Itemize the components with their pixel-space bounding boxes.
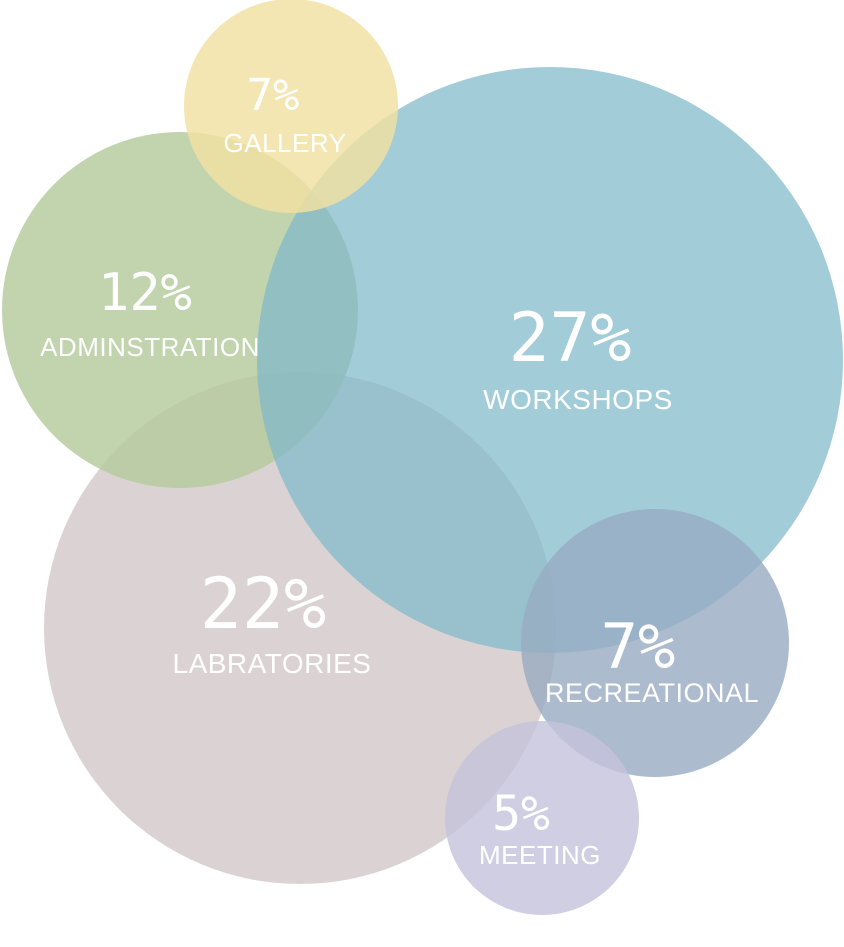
bubble-meeting	[445, 721, 639, 915]
label-workshops: WORKSHOPS	[483, 384, 673, 415]
bubble-workshops	[257, 67, 843, 653]
percent-recreational: 7%	[601, 610, 676, 683]
bubble-recreational	[521, 509, 789, 777]
label-meeting: MEETING	[479, 840, 601, 870]
bubble-group-recreational	[521, 509, 789, 777]
percent-labratories: 22%	[200, 563, 326, 645]
label-labratories: LABRATORIES	[173, 648, 372, 679]
bubble-gallery	[184, 0, 398, 213]
percent-meeting: 5%	[492, 786, 550, 842]
bubble-group-gallery	[184, 0, 398, 213]
bubble-group-workshops	[257, 67, 843, 653]
percent-adminstration: 12%	[98, 263, 192, 323]
bubble-group-meeting	[445, 721, 639, 915]
percent-workshops: 27%	[509, 299, 632, 378]
label-adminstration: ADMINSTRATION	[40, 332, 260, 362]
percent-gallery: 7%	[247, 70, 300, 121]
label-gallery: GALLERY	[224, 128, 347, 158]
label-recreational: RECREATIONAL	[545, 678, 759, 708]
